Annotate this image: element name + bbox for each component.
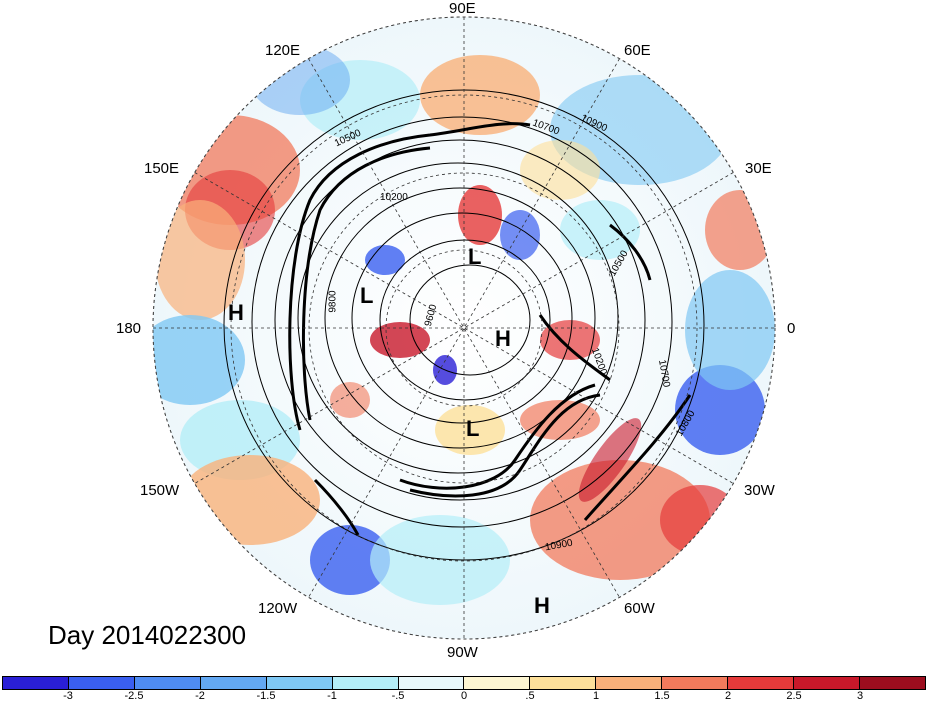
- lon-label-120e: 120E: [265, 42, 301, 59]
- colorbar-tick-label: -1.5: [256, 690, 276, 702]
- colorbar-segment: [266, 677, 333, 689]
- colorbar-segment: [728, 677, 795, 689]
- meridian-grid: [153, 17, 775, 639]
- low-pressure-center: L: [360, 283, 374, 308]
- lon-label-60w: 60W: [624, 600, 655, 617]
- contour-label: 9800: [327, 290, 339, 313]
- colorbar-tick-label: 0: [460, 690, 468, 702]
- colorbar-tick-label: -3: [63, 690, 73, 702]
- colorbar-segment: [134, 677, 201, 689]
- high-pressure-center: H: [228, 300, 244, 325]
- day-title: Day 2014022300: [48, 620, 247, 650]
- colorbar-tick-label: 1: [592, 690, 600, 702]
- low-pressure-center: L: [466, 416, 480, 441]
- colorbar-segment: [398, 677, 465, 689]
- colorbar: -3 -2.5 -2 -1.5 -1 -.5 0 .5 1 1.5 2 2.5 3: [0, 674, 928, 702]
- colorbar-segment: [859, 677, 925, 689]
- colorbar-tick-label: -2.5: [124, 690, 144, 702]
- lon-label-150e: 150E: [144, 160, 180, 177]
- colorbar-segment: [662, 677, 729, 689]
- lon-label-60e: 60E: [624, 42, 651, 59]
- colorbar-tick-label: 2: [724, 690, 732, 702]
- lon-label-30w: 30W: [744, 482, 775, 499]
- jet-contours: [288, 122, 692, 536]
- colorbar-segment: [794, 677, 860, 689]
- colorbar-segment: [200, 677, 267, 689]
- colorbar-segment: [530, 677, 597, 689]
- lon-label-120w: 120W: [258, 600, 298, 617]
- lon-label-90e: 90E: [449, 0, 476, 17]
- colorbar-tick-label: -2: [195, 690, 205, 702]
- high-pressure-center: H: [534, 593, 550, 618]
- colorbar-bar: [2, 676, 926, 690]
- colorbar-tick-label: -1: [327, 690, 337, 702]
- colorbar-tick-label: 2.5: [786, 690, 802, 702]
- lon-label-90w: 90W: [447, 644, 478, 661]
- colorbar-segment: [3, 677, 69, 689]
- colorbar-segment: [596, 677, 663, 689]
- colorbar-segment: [464, 677, 531, 689]
- contour-label: 10200: [380, 192, 408, 203]
- high-pressure-center: H: [495, 326, 511, 351]
- lon-label-0: 0: [787, 320, 796, 337]
- colorbar-segment: [332, 677, 399, 689]
- low-pressure-center: L: [468, 244, 482, 269]
- colorbar-tick-label: .5: [525, 690, 535, 702]
- lon-label-150w: 150W: [140, 482, 180, 499]
- lon-label-180: 180: [116, 320, 142, 337]
- colorbar-tick-label: -.5: [391, 690, 405, 702]
- lon-label-30e: 30E: [745, 160, 772, 177]
- colorbar-tick-label: 3: [856, 690, 864, 702]
- colorbar-segment: [68, 677, 135, 689]
- colorbar-tick-label: 1.5: [654, 690, 670, 702]
